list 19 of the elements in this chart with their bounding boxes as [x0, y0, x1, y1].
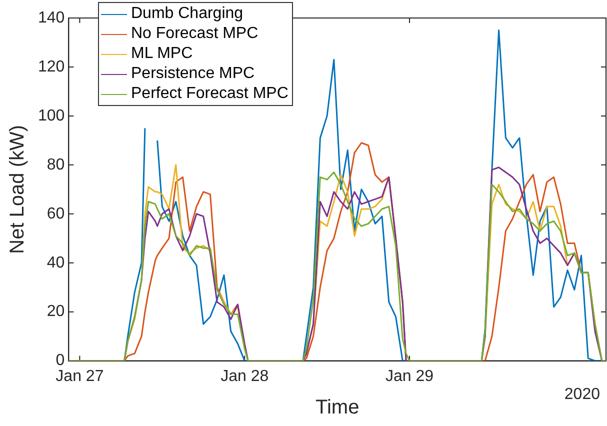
legend-label: Perfect Forecast MPC: [131, 84, 288, 104]
x-tick-label: Jan 28: [220, 368, 269, 385]
y-tick-label: 100: [38, 107, 65, 124]
legend-label: Dumb Charging: [131, 4, 244, 24]
legend-label: ML MPC: [131, 44, 193, 64]
y-tick-label: 120: [38, 58, 65, 76]
legend-label: No Forecast MPC: [131, 24, 258, 44]
y-axis-title: Net Load (kW): [6, 124, 29, 254]
x-axis-title: Time: [315, 396, 360, 419]
y-tick-label: 40: [46, 254, 65, 272]
y-tick-label: 60: [46, 205, 65, 222]
y-tick-label: 80: [46, 156, 65, 174]
y-tick-label: 20: [46, 303, 65, 320]
x-tick-label: Jan 29: [385, 368, 434, 385]
text: 2020: [564, 386, 600, 404]
legend-label: Persistence MPC: [131, 64, 255, 84]
y-tick-label: 0: [56, 352, 65, 370]
y-tick-label: 140: [38, 9, 65, 26]
x-tick-label: Jan 27: [56, 368, 104, 385]
